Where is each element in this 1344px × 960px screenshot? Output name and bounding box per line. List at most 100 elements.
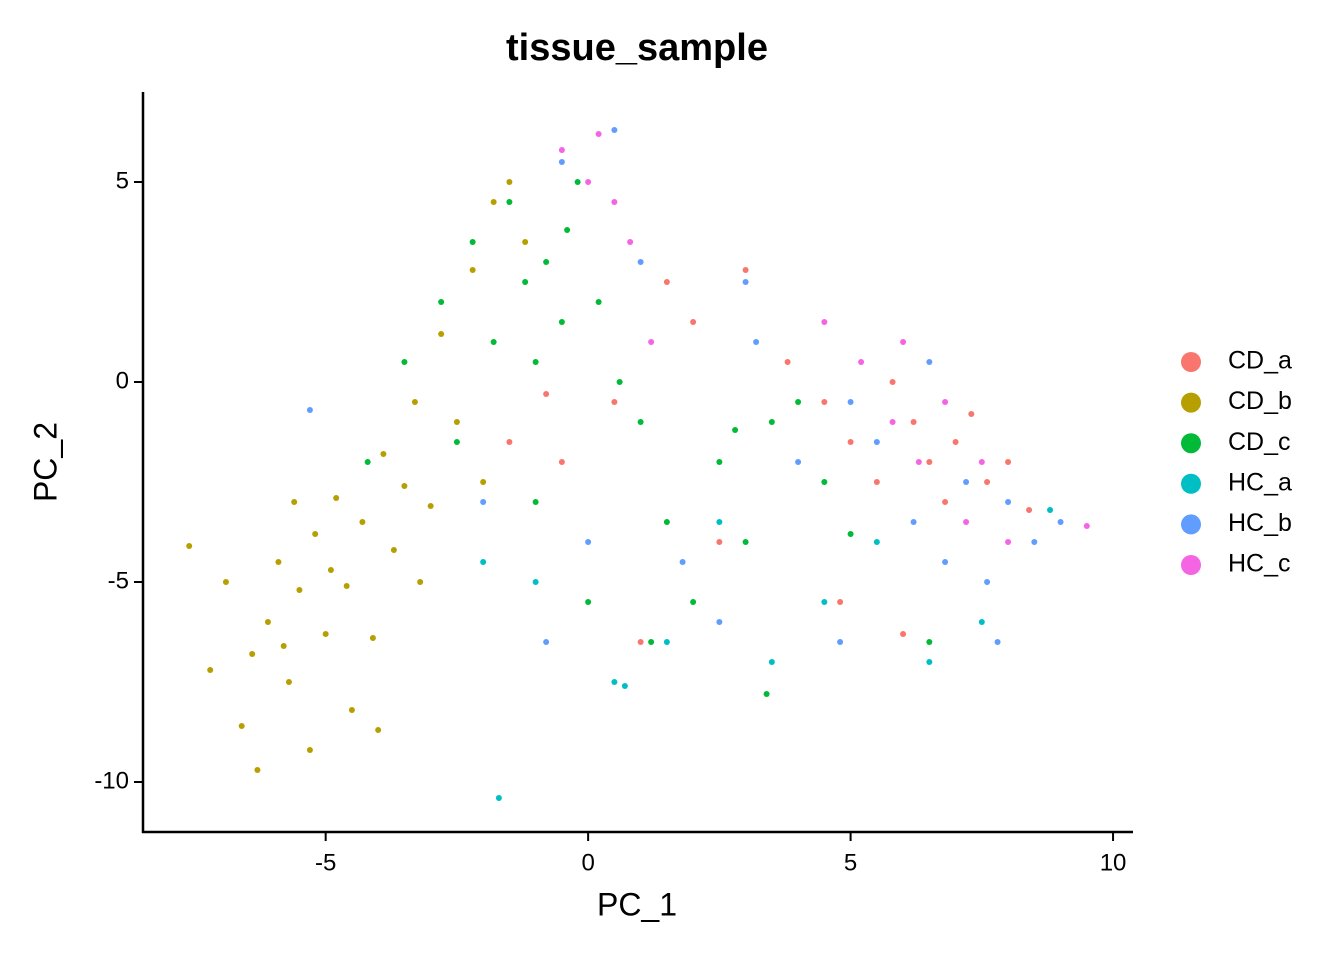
- point: [742, 539, 749, 545]
- legend-marker: [1181, 392, 1201, 413]
- point: [873, 439, 880, 445]
- point: [1026, 507, 1033, 513]
- point: [543, 639, 550, 645]
- point: [495, 795, 502, 801]
- point: [616, 379, 623, 385]
- point: [858, 359, 865, 365]
- point: [663, 519, 670, 525]
- point: [611, 399, 618, 405]
- point: [480, 559, 487, 565]
- point: [910, 419, 917, 425]
- point: [564, 227, 571, 233]
- point: [585, 539, 592, 545]
- point: [438, 299, 445, 305]
- legend-marker: [1181, 514, 1201, 535]
- point: [401, 483, 408, 489]
- point: [207, 667, 214, 673]
- point: [637, 639, 644, 645]
- x-axis-title: PC_1: [597, 886, 677, 922]
- y-tick-label: -10: [94, 767, 129, 794]
- points: [186, 127, 1090, 801]
- point: [663, 639, 670, 645]
- point: [926, 459, 933, 465]
- point: [306, 407, 313, 413]
- point: [280, 643, 287, 649]
- point: [821, 599, 828, 605]
- point: [390, 547, 397, 553]
- y-tick-label: 0: [116, 367, 129, 394]
- point: [490, 199, 497, 205]
- point: [910, 519, 917, 525]
- point: [532, 359, 539, 365]
- legend-marker: [1181, 433, 1201, 454]
- point: [716, 619, 723, 625]
- point: [926, 639, 933, 645]
- point: [543, 259, 550, 265]
- point: [663, 279, 670, 285]
- point: [915, 459, 922, 465]
- point: [611, 127, 618, 133]
- point: [1057, 519, 1064, 525]
- legend-label: CD_b: [1228, 387, 1292, 415]
- point: [837, 599, 844, 605]
- point: [742, 279, 749, 285]
- point: [768, 419, 775, 425]
- point: [1005, 499, 1012, 505]
- point: [506, 179, 513, 185]
- point: [543, 391, 550, 397]
- legend-marker: [1181, 352, 1201, 372]
- point: [821, 479, 828, 485]
- point: [585, 179, 592, 185]
- point: [968, 411, 975, 417]
- point: [469, 267, 476, 273]
- point: [380, 451, 387, 457]
- point: [889, 379, 896, 385]
- x-tick-label: 0: [581, 849, 594, 876]
- point: [453, 419, 460, 425]
- chart-title: tissue_sample: [506, 27, 768, 69]
- point: [994, 639, 1001, 645]
- point: [506, 439, 513, 445]
- point: [621, 683, 628, 689]
- point: [1031, 539, 1038, 545]
- point: [296, 587, 303, 593]
- point: [264, 619, 271, 625]
- point: [369, 635, 376, 641]
- point: [322, 631, 329, 637]
- point: [275, 559, 282, 565]
- point: [732, 427, 739, 433]
- point: [558, 147, 565, 153]
- point: [679, 559, 686, 565]
- point: [1083, 523, 1090, 529]
- point: [837, 639, 844, 645]
- point: [490, 339, 497, 345]
- point: [306, 747, 313, 753]
- point: [238, 723, 245, 729]
- point: [1047, 507, 1054, 513]
- point: [532, 579, 539, 585]
- point: [285, 679, 292, 685]
- point: [926, 659, 933, 665]
- point: [900, 631, 907, 637]
- point: [186, 543, 193, 549]
- point: [742, 267, 749, 273]
- point: [847, 399, 854, 405]
- legend-label: HC_a: [1228, 468, 1292, 496]
- legend-label: HC_c: [1228, 550, 1291, 578]
- point: [637, 259, 644, 265]
- point: [784, 359, 791, 365]
- y-tick-label: 5: [116, 167, 129, 194]
- point: [942, 559, 949, 565]
- point: [611, 679, 618, 685]
- point: [690, 319, 697, 325]
- point: [1005, 539, 1012, 545]
- point: [900, 339, 907, 345]
- point: [716, 519, 723, 525]
- point: [522, 239, 529, 245]
- point: [847, 531, 854, 537]
- point: [574, 179, 581, 185]
- point: [585, 599, 592, 605]
- legend-marker: [1181, 473, 1201, 494]
- point: [359, 519, 366, 525]
